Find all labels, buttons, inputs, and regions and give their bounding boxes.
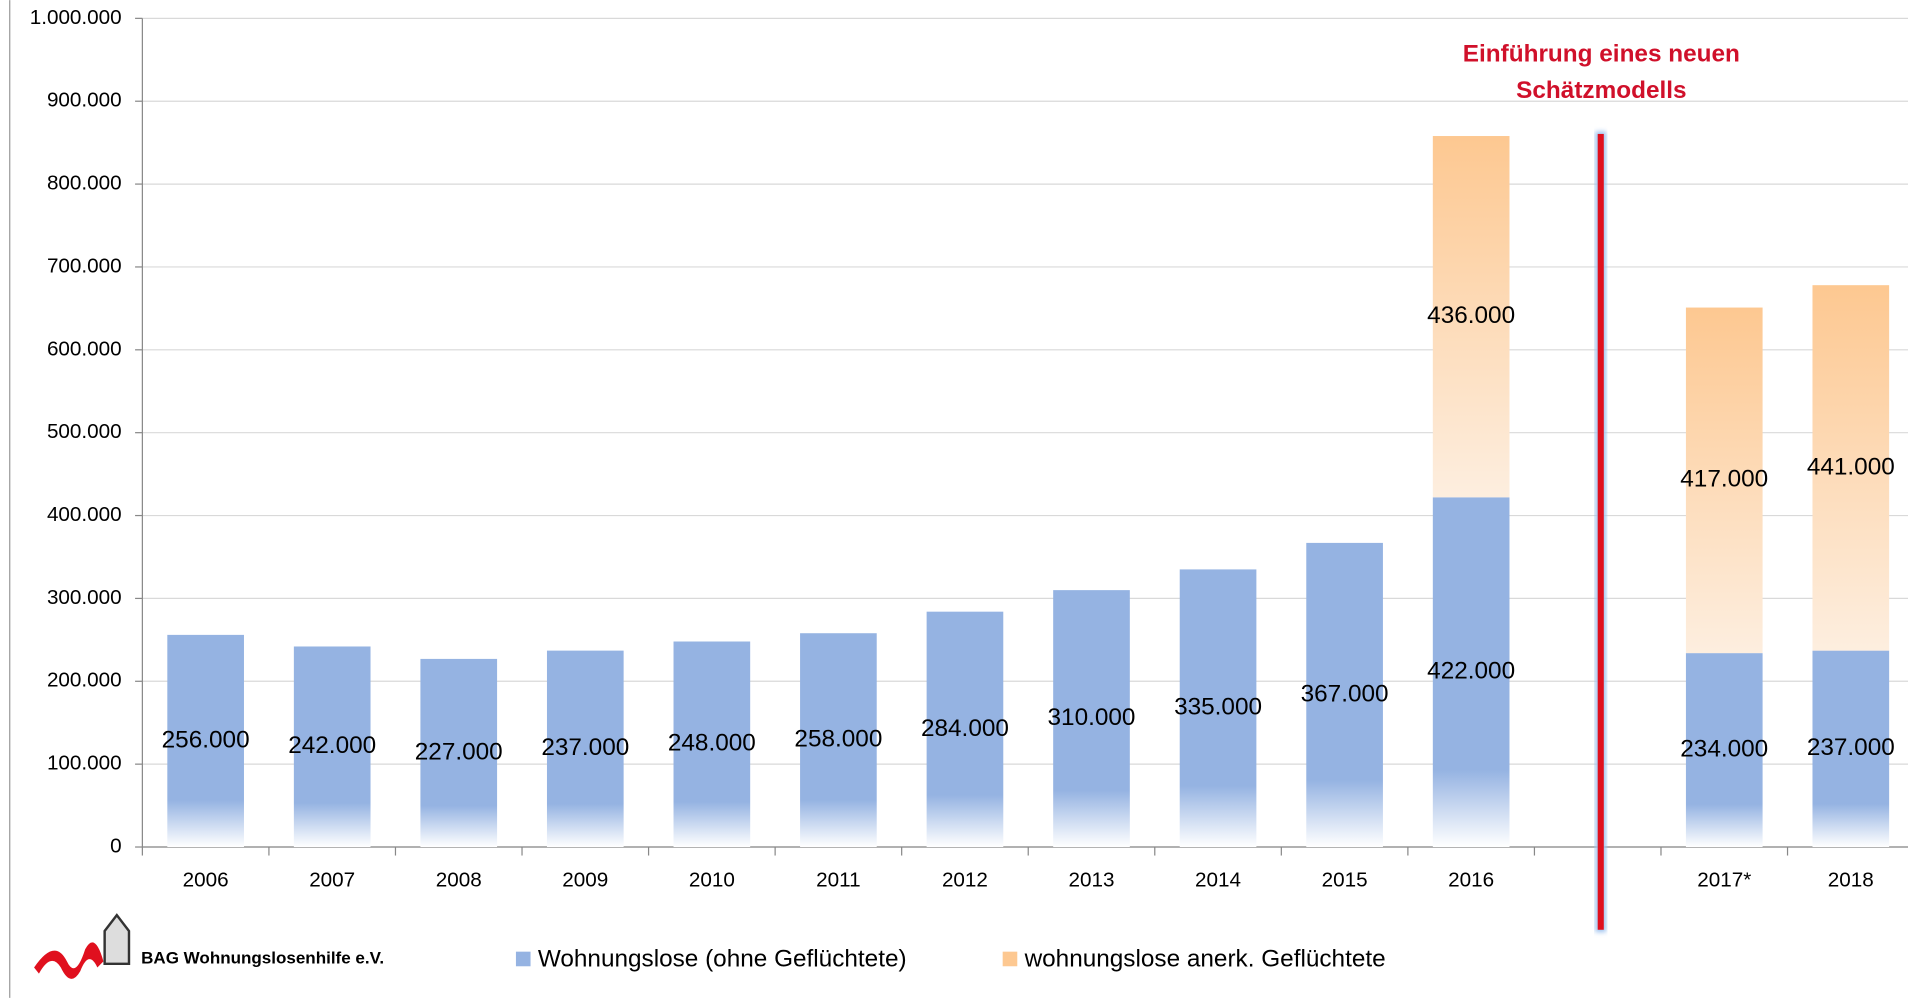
y-tick-label: 900.000 (47, 89, 122, 112)
data-label: 258.000 (794, 726, 882, 753)
bar-segment (1685, 653, 1763, 848)
data-label: 234.000 (1680, 735, 1768, 762)
y-tick-label: 400.000 (47, 503, 122, 526)
bar-segment (546, 650, 624, 848)
data-label: 237.000 (541, 734, 629, 761)
annotation: Schätzmodells (1516, 77, 1686, 104)
legend-swatch (1002, 951, 1018, 967)
data-label: 422.000 (1427, 658, 1515, 685)
bar-segment (800, 633, 877, 848)
divider (1597, 133, 1604, 930)
bar-segment (673, 641, 751, 848)
data-label: 417.000 (1680, 466, 1768, 493)
y-tick-label: 500.000 (47, 420, 122, 443)
x-tick-label: 2011 (816, 869, 860, 892)
x-tick-label: 2013 (1069, 869, 1115, 892)
bar-segment (1053, 590, 1130, 848)
data-label: 237.000 (1807, 734, 1895, 761)
x-tick-label: 2007 (309, 869, 355, 892)
x-tick-label: 2016 (1448, 869, 1494, 892)
x-tick-label: 2008 (436, 869, 482, 892)
data-label: 284.000 (921, 715, 1009, 742)
bar-segment (1432, 136, 1510, 498)
bar-segment (1432, 497, 1510, 848)
bar-segment (1179, 569, 1257, 848)
bar-segment (926, 611, 1004, 848)
y-tick-label: 600.000 (47, 337, 122, 360)
bar-segment (167, 634, 244, 848)
plot: 0 100.000 200.000 300.000 400.000 500.000 600.… (30, 6, 1908, 892)
y-tick-label: 300.000 (47, 586, 122, 609)
bar-segment (293, 646, 371, 848)
bar-segment (1812, 285, 1890, 651)
x-tick-label: 2014 (1195, 869, 1241, 892)
data-label: 367.000 (1301, 680, 1389, 707)
y-tick-label: 700.000 (47, 254, 122, 277)
data-label: 248.000 (668, 730, 756, 757)
data-label: 242.000 (288, 732, 376, 759)
bar-segment (1685, 307, 1763, 654)
x-tick-label: 2018 (1828, 869, 1874, 892)
y-tick-label: 100.000 (47, 752, 122, 775)
bar-segment (1812, 650, 1890, 848)
x-tick-label: 2006 (183, 869, 229, 892)
x-tick-label: 2009 (562, 869, 608, 892)
annotation: Einführung eines neuen (1463, 40, 1740, 67)
y-tick-label: 200.000 (47, 669, 122, 692)
data-label: 256.000 (162, 726, 250, 753)
x-tick-label: 2017* (1697, 869, 1751, 892)
data-label: 441.000 (1807, 453, 1895, 480)
logo: BAG Wohnungslosenhilfe e.V. (34, 913, 384, 979)
x-tick-label: 2012 (942, 869, 988, 892)
data-label: 227.000 (415, 738, 503, 765)
data-label: 436.000 (1427, 302, 1515, 329)
legend-label: Wohnungslose (ohne Geflüchtete) (538, 946, 907, 973)
bar-segment (420, 658, 498, 848)
bar-segment (1306, 542, 1383, 848)
legend-label: wohnungslose anerk. Geflüchtete (1024, 946, 1386, 973)
y-tick-label: 800.000 (47, 172, 122, 195)
y-tick-label: 1.000.000 (30, 6, 122, 29)
y-tick-label: 0 (110, 834, 122, 857)
x-tick-label: 2010 (689, 869, 735, 892)
legend-swatch (515, 951, 531, 967)
data-label: 335.000 (1174, 694, 1262, 721)
source: BAG Wohnungslosenhilfe e.V. (141, 948, 384, 967)
x-tick-label: 2015 (1322, 869, 1368, 892)
data-label: 310.000 (1048, 704, 1136, 731)
